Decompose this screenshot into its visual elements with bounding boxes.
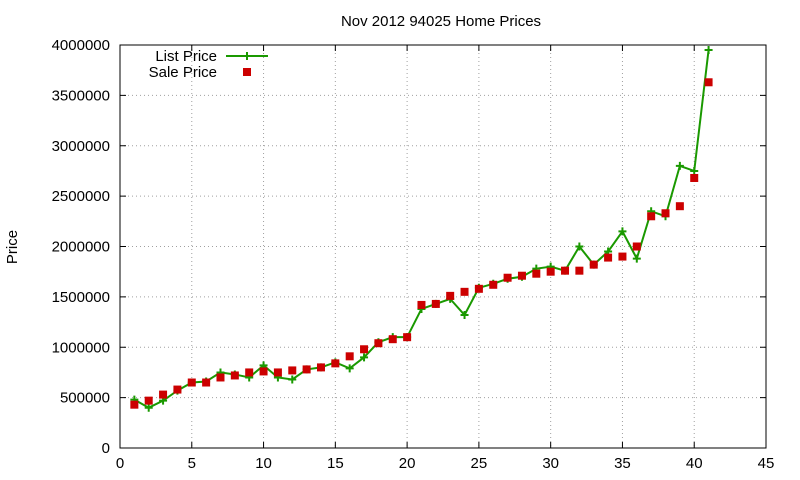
data-point [345, 364, 354, 373]
legend-label: List Price [155, 48, 217, 65]
data-point [575, 266, 584, 275]
legend-label: Sale Price [149, 64, 217, 81]
legend-marker [243, 52, 251, 60]
data-point [675, 161, 684, 170]
legend-item: Sale Price [149, 64, 251, 81]
legend-marker [243, 68, 251, 76]
data-point [216, 373, 225, 382]
x-tick-label: 10 [255, 455, 272, 472]
data-point [618, 227, 627, 236]
data-point [575, 242, 584, 251]
y-tick-label: 500000 [60, 390, 110, 407]
data-point [604, 253, 613, 262]
y-tick-label: 0 [102, 440, 110, 457]
chart-title: Nov 2012 94025 Home Prices [341, 13, 541, 30]
grid [120, 45, 766, 448]
x-tick-label: 25 [471, 455, 488, 472]
x-tick-label: 20 [399, 455, 416, 472]
data-point [446, 291, 455, 300]
data-point [632, 242, 641, 251]
x-tick-label: 45 [758, 455, 775, 472]
data-point [431, 299, 440, 308]
data-point [302, 365, 311, 374]
data-point [460, 311, 469, 320]
data-point [403, 333, 412, 342]
data-point [159, 390, 168, 399]
y-tick-label: 1000000 [52, 339, 110, 356]
y-tick-label: 1500000 [52, 289, 110, 306]
data-point [661, 209, 670, 218]
data-point [360, 345, 369, 354]
data-point [259, 367, 268, 376]
data-point [561, 266, 570, 275]
x-tick-label: 35 [614, 455, 631, 472]
data-point [417, 300, 426, 309]
y-tick-label: 3000000 [52, 138, 110, 155]
data-point [589, 260, 598, 269]
x-tick-label: 30 [542, 455, 559, 472]
data-point [245, 368, 254, 377]
series-list-price [130, 46, 713, 412]
data-point [202, 378, 211, 387]
y-tick-label: 4000000 [52, 37, 110, 54]
data-point [690, 173, 699, 182]
data-point [144, 396, 153, 405]
data-point [474, 284, 483, 293]
data-point [316, 363, 325, 372]
y-tick-label: 3500000 [52, 87, 110, 104]
data-point [360, 353, 369, 362]
y-tick-label: 2500000 [52, 188, 110, 205]
data-point [288, 366, 297, 375]
data-point [618, 252, 627, 261]
data-point [532, 269, 541, 278]
x-tick-label: 0 [116, 455, 124, 472]
data-point [273, 368, 282, 377]
data-point [489, 280, 498, 289]
data-point [288, 375, 297, 384]
data-point [388, 335, 397, 344]
data-point [144, 403, 153, 412]
data-point [704, 78, 713, 87]
data-point [331, 359, 340, 368]
data-point [374, 339, 383, 348]
data-point [173, 385, 182, 394]
data-point [632, 254, 641, 263]
data-point [647, 212, 656, 221]
data-point [187, 378, 196, 387]
x-tick-label: 40 [686, 455, 703, 472]
legend-item: List Price [155, 48, 268, 65]
y-axis-label: Price [4, 230, 21, 264]
data-point [546, 267, 555, 276]
plot-area [130, 46, 713, 412]
data-point [130, 400, 139, 409]
y-tick-label: 2000000 [52, 239, 110, 256]
data-point [345, 352, 354, 361]
data-point [690, 166, 699, 175]
data-point [675, 202, 684, 211]
x-tick-label: 5 [188, 455, 196, 472]
data-point [230, 371, 239, 380]
data-point [460, 287, 469, 296]
axes: 0 5 10 15 20 25 30 35 40 45 0 500000 1000000 1500000 2… [52, 37, 775, 472]
x-tick-label: 15 [327, 455, 344, 472]
series-sale-price [130, 78, 713, 409]
data-point [503, 273, 512, 282]
data-point [704, 46, 713, 55]
data-point [517, 271, 526, 280]
